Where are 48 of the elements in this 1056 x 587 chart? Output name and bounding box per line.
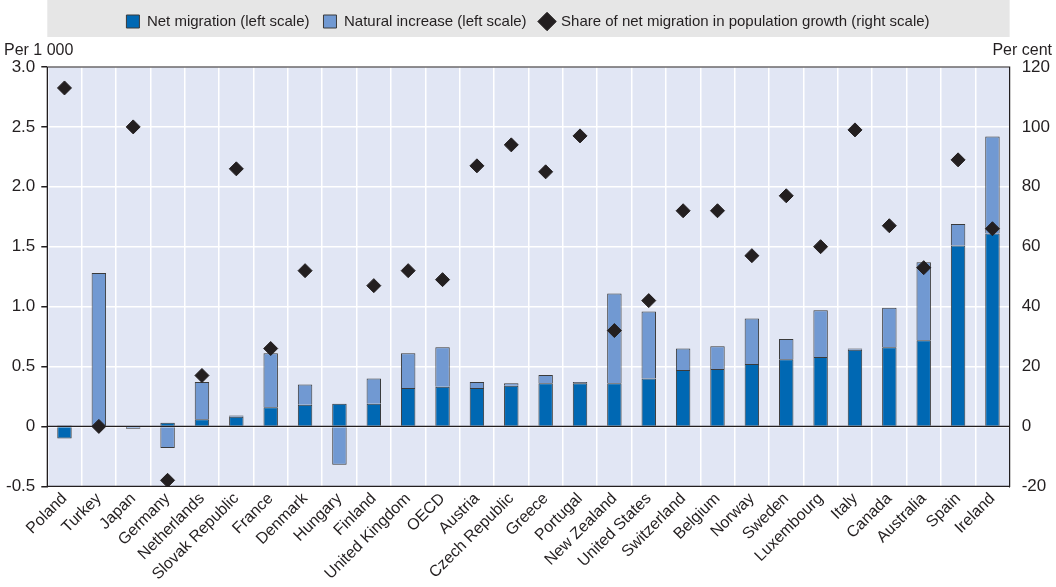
- point: [950, 152, 966, 168]
- y2-tick-label: -20: [1021, 475, 1047, 495]
- y-tick-label: -0.5: [6, 475, 36, 495]
- y2-tick-label: 100: [1021, 116, 1051, 136]
- y2-tick-label: 80: [1021, 176, 1041, 196]
- y-axis-title: Per 1 000: [4, 41, 74, 59]
- y2-tick-label: 60: [1021, 236, 1041, 256]
- y-tick-label: 3.0: [11, 56, 36, 76]
- y-tick-label: 2.5: [11, 116, 36, 136]
- point: [572, 128, 588, 144]
- y-tick-label: 0: [25, 416, 36, 436]
- y-tick-label: 0.5: [11, 356, 36, 376]
- legend-label: Share of net migration in population growth (right scale): [561, 11, 930, 29]
- point: [813, 239, 829, 255]
- point: [847, 122, 863, 138]
- point: [400, 263, 416, 279]
- y2-tick-label: 120: [1021, 56, 1051, 76]
- point: [916, 260, 932, 276]
- point: [469, 158, 485, 174]
- point: [641, 293, 657, 309]
- point: [297, 263, 313, 279]
- point: [160, 472, 176, 487]
- point: [881, 218, 897, 234]
- point: [366, 278, 382, 294]
- point: [263, 341, 279, 357]
- y2-tick-label: 0: [1021, 416, 1032, 436]
- point: [778, 188, 794, 204]
- point: [194, 367, 210, 383]
- point: [56, 80, 72, 96]
- y2-tick-label: 20: [1021, 356, 1041, 376]
- point: [228, 161, 244, 177]
- legend-label: Natural increase (left scale): [343, 11, 527, 29]
- legend-label: Net migration (left scale): [146, 11, 310, 29]
- y-tick-label: 1.5: [11, 236, 36, 256]
- point: [503, 137, 519, 153]
- y-tick-label: 2.0: [11, 176, 36, 196]
- point: [744, 248, 760, 264]
- point: [435, 272, 451, 288]
- y2-axis-title: Per cent: [992, 41, 1053, 59]
- point: [710, 203, 725, 219]
- point: [675, 203, 691, 219]
- point: [984, 221, 1000, 237]
- point: [125, 119, 141, 135]
- y2-tick-label: 40: [1021, 296, 1041, 316]
- point: [606, 323, 622, 339]
- point: [91, 418, 107, 434]
- y-tick-label: 1.0: [11, 296, 36, 316]
- point: [538, 164, 554, 180]
